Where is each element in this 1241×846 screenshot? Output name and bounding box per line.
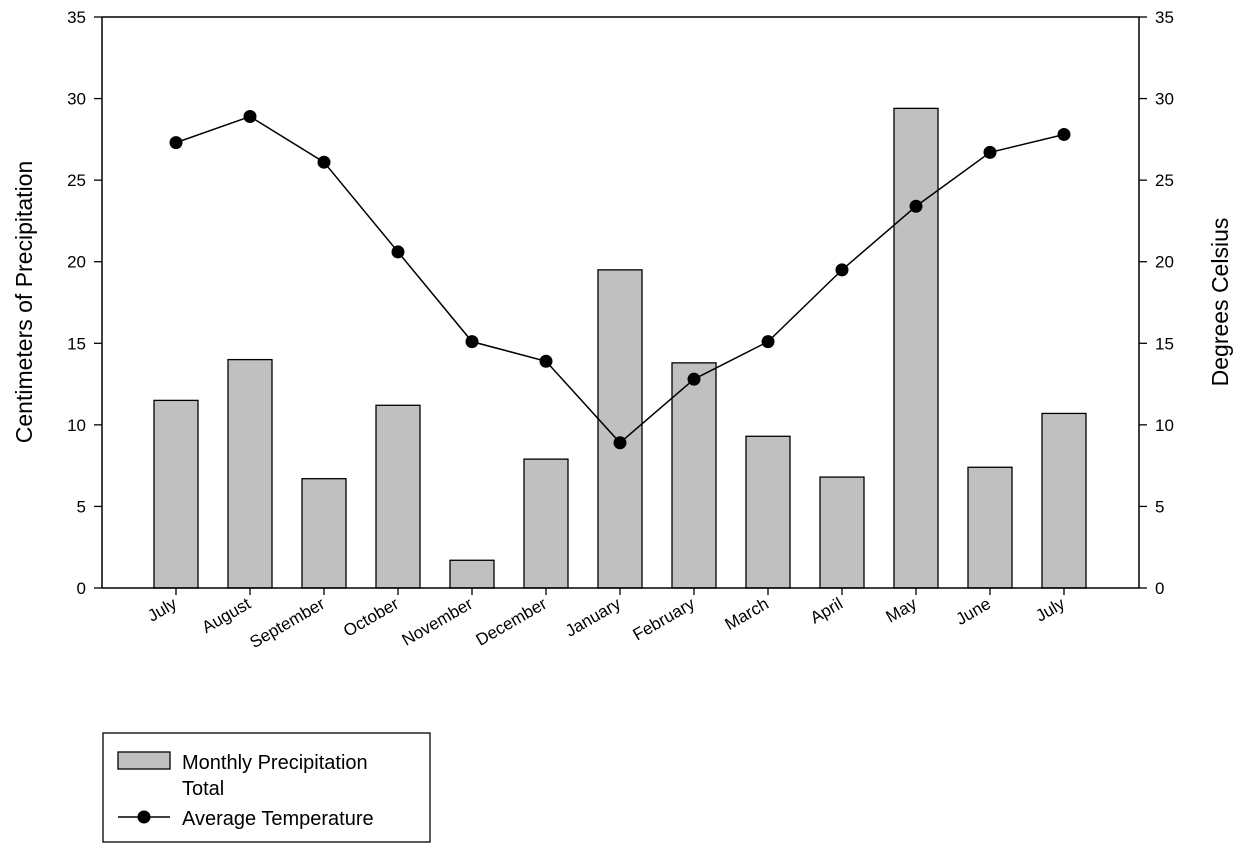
point-temperature-3 [391, 245, 405, 259]
x-tick-label-1: August [199, 594, 255, 637]
point-temperature-9 [835, 263, 849, 277]
x-tick-label-9: April [807, 594, 846, 627]
point-temperature-5 [539, 354, 553, 368]
x-tick-label-3: October [340, 594, 402, 641]
legend-bar-swatch [117, 751, 171, 770]
bar-precipitation-6 [597, 269, 643, 589]
bar-precipitation-3 [375, 404, 421, 589]
bar-precipitation-11 [967, 466, 1013, 589]
point-temperature-10 [909, 199, 923, 213]
y-axis-title-left: Centimeters of Precipitation [11, 161, 37, 444]
point-temperature-1 [243, 110, 257, 124]
y-tick-label-left-2: 10 [67, 416, 86, 435]
bar-precipitation-7 [671, 362, 717, 589]
legend-marker-swatch [137, 810, 151, 824]
legend-box [102, 732, 431, 843]
y-tick-label-right-7: 35 [1155, 8, 1174, 27]
y-tick-label-left-4: 20 [67, 253, 86, 272]
x-tick-label-4: November [399, 594, 477, 650]
y-tick-label-right-5: 25 [1155, 171, 1174, 190]
y-tick-label-right-3: 15 [1155, 334, 1174, 353]
x-tick-label-8: March [722, 594, 772, 634]
bar-precipitation-1 [227, 358, 273, 589]
x-tick-label-10: May [883, 594, 921, 627]
x-tick-label-0: July [144, 594, 180, 626]
y-tick-label-left-7: 35 [67, 8, 86, 27]
x-tick-label-2: September [246, 594, 328, 652]
point-temperature-8 [761, 335, 775, 349]
plot-area: 0 5 10 15 20 25 30 35 0 5 10 15 20 25 30 35 July AugustSe… [67, 8, 1174, 652]
bar-precipitation-0 [153, 399, 199, 589]
point-temperature-0 [169, 136, 183, 150]
x-tick-label-7: February [630, 594, 699, 645]
y-tick-label-right-2: 10 [1155, 416, 1174, 435]
y-tick-label-right-0: 0 [1155, 579, 1164, 598]
point-temperature-6 [613, 436, 627, 450]
legend-label-precipitation-line1: Monthly Precipitation [182, 752, 368, 774]
point-temperature-7 [687, 372, 701, 386]
x-tick-label-11: June [953, 594, 994, 629]
legend: Monthly Precipitation Total Average Temp… [102, 732, 431, 843]
x-tick-label-12: July [1032, 594, 1068, 626]
y-axis-title-right: Degrees Celsius [1207, 218, 1233, 387]
y-tick-label-left-0: 0 [77, 579, 86, 598]
y-tick-label-right-1: 5 [1155, 497, 1164, 516]
x-tick-label-5: December [473, 594, 551, 650]
bar-precipitation-10 [893, 107, 939, 589]
bar-precipitation-12 [1041, 412, 1087, 589]
bar-precipitation-8 [745, 435, 791, 589]
point-temperature-4 [465, 335, 479, 349]
bar-precipitation-4 [449, 559, 495, 589]
point-temperature-12 [1057, 127, 1071, 141]
legend-label-temperature: Average Temperature [182, 808, 374, 830]
bar-precipitation-2 [301, 478, 347, 589]
legend-label-precipitation-line2: Total [182, 778, 224, 800]
y-tick-label-right-4: 20 [1155, 253, 1174, 272]
x-tick-label-6: January [562, 594, 624, 641]
bar-precipitation-5 [523, 458, 569, 589]
y-tick-label-left-1: 5 [77, 497, 86, 516]
y-tick-label-left-3: 15 [67, 334, 86, 353]
y-tick-label-left-5: 25 [67, 171, 86, 190]
point-temperature-2 [317, 155, 331, 169]
y-tick-label-left-6: 30 [67, 90, 86, 109]
y-tick-label-right-6: 30 [1155, 90, 1174, 109]
bar-precipitation-9 [819, 476, 865, 589]
point-temperature-11 [983, 145, 997, 159]
